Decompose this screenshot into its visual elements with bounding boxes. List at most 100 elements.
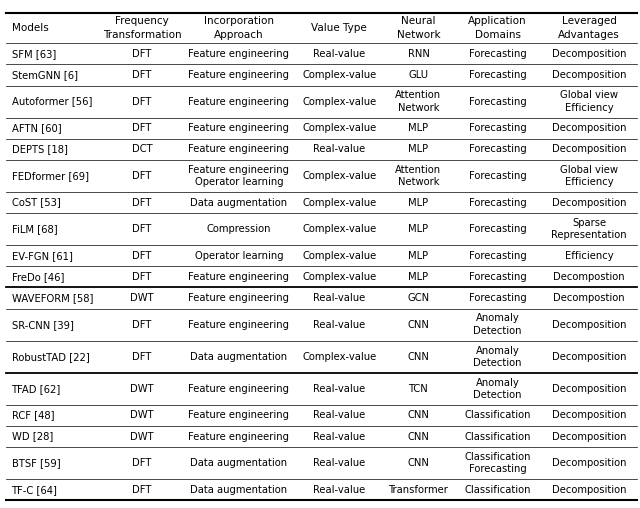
Text: Feature engineering: Feature engineering [188, 432, 289, 441]
Text: Complex-value: Complex-value [302, 70, 376, 80]
Text: Application
Domains: Application Domains [468, 16, 527, 40]
Text: Autoformer [56]: Autoformer [56] [12, 97, 92, 107]
Text: Decomposition: Decomposition [552, 458, 627, 468]
Text: Decomposition: Decomposition [552, 123, 627, 133]
Text: CNN: CNN [408, 352, 429, 362]
Text: Feature engineering: Feature engineering [188, 144, 289, 154]
Text: Classification: Classification [465, 410, 531, 421]
Text: FiLM [68]: FiLM [68] [12, 224, 57, 234]
Text: Feature engineering: Feature engineering [188, 97, 289, 107]
Text: CNN: CNN [408, 432, 429, 441]
Text: Forecasting: Forecasting [469, 97, 527, 107]
Text: Feature engineering: Feature engineering [188, 70, 289, 80]
Text: Real-value: Real-value [313, 320, 365, 330]
Text: Real-value: Real-value [313, 410, 365, 421]
Text: DEPTS [18]: DEPTS [18] [12, 144, 67, 154]
Text: Feature engineering: Feature engineering [188, 384, 289, 394]
Text: Feature engineering: Feature engineering [188, 293, 289, 303]
Text: CoST [53]: CoST [53] [12, 198, 60, 208]
Text: Complex-value: Complex-value [302, 171, 376, 181]
Text: Classification: Classification [465, 432, 531, 441]
Text: Classification
Forecasting: Classification Forecasting [465, 452, 531, 474]
Text: EV-FGN [61]: EV-FGN [61] [12, 251, 72, 261]
Text: Leveraged
Advantages: Leveraged Advantages [558, 16, 620, 40]
Text: Forecasting: Forecasting [469, 251, 527, 261]
Text: FEDformer [69]: FEDformer [69] [12, 171, 88, 181]
Text: Feature engineering: Feature engineering [188, 49, 289, 59]
Text: Data augmentation: Data augmentation [190, 198, 287, 208]
Text: Forecasting: Forecasting [469, 144, 527, 154]
Text: SFM [63]: SFM [63] [12, 49, 56, 59]
Text: Feature engineering: Feature engineering [188, 272, 289, 282]
Text: Forecasting: Forecasting [469, 272, 527, 282]
Text: DFT: DFT [132, 320, 152, 330]
Text: Forecasting: Forecasting [469, 49, 527, 59]
Text: DWT: DWT [130, 410, 154, 421]
Text: TFAD [62]: TFAD [62] [12, 384, 61, 394]
Text: Value Type: Value Type [311, 23, 367, 33]
Text: Data augmentation: Data augmentation [190, 485, 287, 495]
Text: Feature engineering
Operator learning: Feature engineering Operator learning [188, 165, 289, 187]
Text: Decomposition: Decomposition [552, 432, 627, 441]
Text: Complex-value: Complex-value [302, 97, 376, 107]
Text: WD [28]: WD [28] [12, 432, 52, 441]
Text: DFT: DFT [132, 171, 152, 181]
Text: DFT: DFT [132, 458, 152, 468]
Text: MLP: MLP [408, 144, 429, 154]
Text: Decompostion: Decompostion [554, 272, 625, 282]
Text: TF-C [64]: TF-C [64] [12, 485, 58, 495]
Text: Forecasting: Forecasting [469, 171, 527, 181]
Text: BTSF [59]: BTSF [59] [12, 458, 60, 468]
Text: Decomposition: Decomposition [552, 384, 627, 394]
Text: Decompostion: Decompostion [554, 293, 625, 303]
Text: DWT: DWT [130, 293, 154, 303]
Text: CNN: CNN [408, 458, 429, 468]
Text: DFT: DFT [132, 224, 152, 234]
Text: Complex-value: Complex-value [302, 123, 376, 133]
Text: Efficiency: Efficiency [565, 251, 614, 261]
Text: DFT: DFT [132, 272, 152, 282]
Text: Real-value: Real-value [313, 49, 365, 59]
Text: Attention
Network: Attention Network [396, 90, 442, 113]
Text: MLP: MLP [408, 198, 429, 208]
Text: StemGNN [6]: StemGNN [6] [12, 70, 77, 80]
Text: CNN: CNN [408, 320, 429, 330]
Text: Real-value: Real-value [313, 458, 365, 468]
Text: SR-CNN [39]: SR-CNN [39] [12, 320, 74, 330]
Text: Real-value: Real-value [313, 485, 365, 495]
Text: Decomposition: Decomposition [552, 49, 627, 59]
Text: Decomposition: Decomposition [552, 198, 627, 208]
Text: Frequency
Transformation: Frequency Transformation [102, 16, 181, 40]
Text: Feature engineering: Feature engineering [188, 320, 289, 330]
Text: Real-value: Real-value [313, 384, 365, 394]
Text: Incorporation
Approach: Incorporation Approach [204, 16, 274, 40]
Text: DFT: DFT [132, 97, 152, 107]
Text: FreDo [46]: FreDo [46] [12, 272, 64, 282]
Text: Complex-value: Complex-value [302, 198, 376, 208]
Text: WAVEFORM [58]: WAVEFORM [58] [12, 293, 93, 303]
Text: Complex-value: Complex-value [302, 251, 376, 261]
Text: AFTN [60]: AFTN [60] [12, 123, 61, 133]
Text: Forecasting: Forecasting [469, 70, 527, 80]
Text: Decomposition: Decomposition [552, 144, 627, 154]
Text: Feature engineering: Feature engineering [188, 123, 289, 133]
Text: Attention
Network: Attention Network [396, 165, 442, 187]
Text: Forecasting: Forecasting [469, 224, 527, 234]
Text: Models: Models [12, 23, 48, 33]
Text: DWT: DWT [130, 432, 154, 441]
Text: Feature engineering: Feature engineering [188, 410, 289, 421]
Text: Real-value: Real-value [313, 293, 365, 303]
Text: RNN: RNN [408, 49, 429, 59]
Text: DWT: DWT [130, 384, 154, 394]
Text: MLP: MLP [408, 272, 429, 282]
Text: Complex-value: Complex-value [302, 272, 376, 282]
Text: MLP: MLP [408, 224, 429, 234]
Text: MLP: MLP [408, 123, 429, 133]
Text: RobustTAD [22]: RobustTAD [22] [12, 352, 89, 362]
Text: Data augmentation: Data augmentation [190, 352, 287, 362]
Text: Forecasting: Forecasting [469, 198, 527, 208]
Text: Sparse
Representation: Sparse Representation [552, 218, 627, 240]
Text: Classification: Classification [465, 485, 531, 495]
Text: Anomaly
Detection: Anomaly Detection [474, 345, 522, 368]
Text: GCN: GCN [408, 293, 429, 303]
